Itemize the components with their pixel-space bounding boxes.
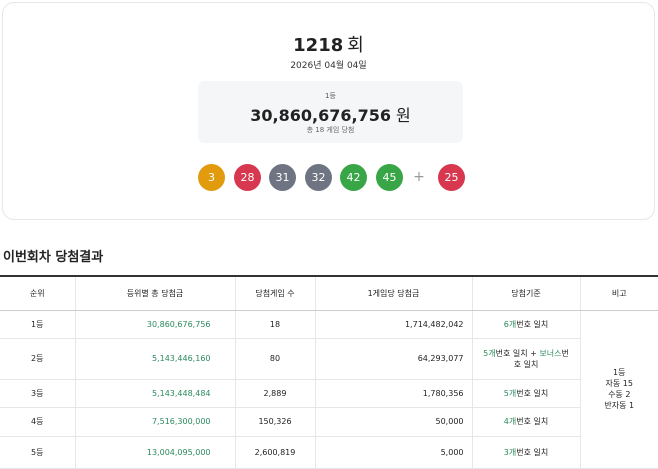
prize-rank: 1등 (325, 92, 336, 100)
prize-amount: 30,860,676,756 원 (198, 102, 463, 126)
row: 4등 7,516,300,000 150,326 50,000 4개번호 일치 (0, 407, 658, 437)
ball: 45 (376, 164, 403, 191)
total-prize: 30,860,676,756 (74, 310, 235, 339)
ball: 42 (340, 164, 367, 191)
draw-card: 1218 회 2026년 04월 04일 1등 30,860,676,756 원 총… (2, 2, 655, 220)
criteria-part: 번호 일치 (516, 319, 549, 329)
draw-unit: 회 (347, 35, 364, 56)
remark-line: 수동 2 (608, 390, 631, 399)
ball: 25 (438, 164, 465, 191)
rank: 2등 (0, 338, 75, 380)
total-prize: 13,004,095,000 (74, 436, 235, 469)
ball: 31 (269, 164, 296, 191)
games: 80 (234, 338, 315, 380)
criteria: 6개번호 일치 (471, 310, 580, 339)
row: 5등 13,004,095,000 2,600,819 5,000 3개번호 일치 (0, 436, 658, 469)
header-cell: 순위 (0, 275, 75, 311)
draw-number: 1218 (293, 35, 344, 56)
ball: 28 (234, 164, 261, 191)
remark-line: 자동 15 (605, 379, 633, 388)
prize-box: 1등 30,860,676,756 원 총 18 게임 당첨 (198, 81, 463, 143)
draw-date: 2026년 04월 04일 (290, 61, 367, 71)
criteria-part: 번호 일치 (513, 348, 569, 369)
games: 150,326 (234, 407, 315, 437)
total-prize: 7,516,300,000 (74, 407, 235, 437)
remark-line: 1등 (613, 368, 626, 377)
criteria-part: 보너스 (539, 348, 562, 358)
header-cell: 1게임당 당첨금 (314, 275, 472, 311)
games: 2,889 (234, 379, 315, 408)
per-game: 50,000 (314, 407, 472, 437)
results-table: 순위 등위별 총 당첨금 당첨게임 수 1게임당 당첨금 당첨기준 비고 1등 30,860… (0, 275, 658, 469)
draw-title: 1218 회 (3, 31, 654, 57)
rank: 4등 (0, 407, 75, 437)
balls: 3 28 31 32 42 45 +25 (3, 164, 654, 192)
criteria: 5개번호 일치 (471, 379, 580, 408)
criteria-part: 6개 (503, 319, 517, 329)
header-row: 순위 등위별 총 당첨금 당첨게임 수 1게임당 당첨금 당첨기준 비고 (0, 275, 658, 311)
games: 2,600,819 (234, 436, 315, 469)
plus: + (413, 169, 425, 185)
ball: 3 (198, 164, 225, 191)
total-prize: 5,143,448,484 (74, 379, 235, 408)
per-game: 1,714,482,042 (314, 310, 472, 339)
remark-line: 반자동 1 (604, 401, 635, 410)
ball: 32 (305, 164, 332, 191)
total-prize: 5,143,446,160 (74, 338, 235, 380)
row: 2등 5,143,446,160 80 64,293,077 5개번호 일치 + 보너스… (0, 338, 658, 380)
per-game: 1,780,356 (314, 379, 472, 408)
rank: 1등 (0, 310, 75, 339)
criteria-part: 5개 (483, 348, 496, 358)
criteria: 4개번호 일치 (471, 407, 580, 437)
header-cell: 당첨게임 수 (234, 275, 315, 311)
criteria-part: 번호 일치 (516, 447, 549, 457)
header-cell: 등위별 총 당첨금 (74, 275, 235, 311)
criteria-part: 3개 (503, 447, 517, 457)
unit: 원 (395, 106, 411, 125)
header-cell: 비고 (579, 275, 658, 311)
criteria-part: 5개 (503, 388, 517, 398)
criteria-part: 4개 (503, 417, 517, 426)
criteria-part: 번호 일치 (516, 417, 549, 426)
table-body: 1등 30,860,676,756 18 1,714,482,042 6개번호 일치 1등… (0, 310, 658, 469)
row: 3등 5,143,448,484 2,889 1,780,356 5개번호 일치 (0, 379, 658, 408)
games: 18 (234, 310, 315, 339)
criteria: 3개번호 일치 (471, 436, 580, 469)
amount: 30,860,676,756 (250, 106, 391, 125)
winners: 총 18 게임 당첨 (306, 126, 355, 134)
criteria-part: 번호 일치 + (495, 348, 540, 358)
rank: 3등 (0, 379, 75, 408)
per-game: 5,000 (314, 436, 472, 469)
header-cell: 당첨기준 (471, 275, 580, 311)
rank: 5등 (0, 436, 75, 469)
row: 1등 30,860,676,756 18 1,714,482,042 6개번호 일치 1등… (0, 310, 658, 469)
section-title: 이번회차 당첨결과 (3, 250, 104, 265)
criteria-part: 번호 일치 (516, 388, 549, 398)
per-game: 64,293,077 (314, 338, 472, 380)
criteria: 5개번호 일치 + 보너스번호 일치 (471, 338, 580, 380)
